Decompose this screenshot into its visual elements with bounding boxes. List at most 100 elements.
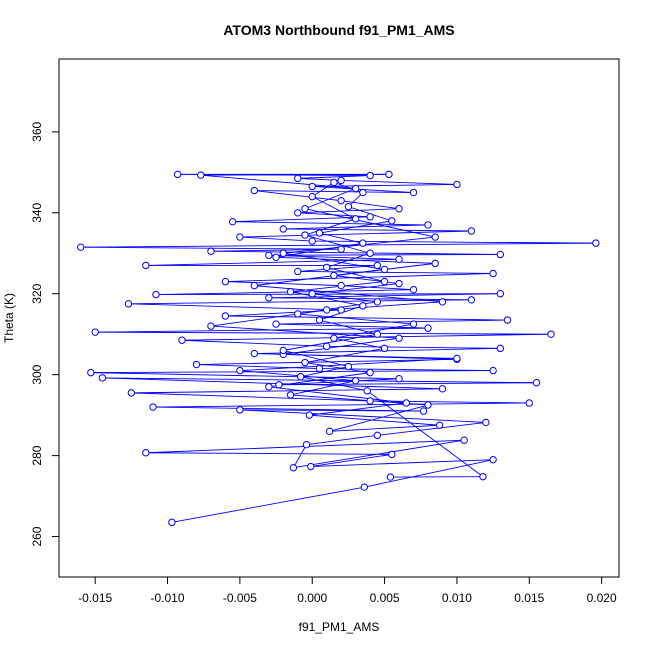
- series-line-segment: [297, 271, 494, 274]
- data-point: [359, 239, 367, 247]
- series-layer: [77, 170, 600, 527]
- data-point: [496, 344, 505, 353]
- data-point: [286, 287, 295, 296]
- series-line-segment: [341, 179, 457, 185]
- data-point: [305, 411, 314, 419]
- data-point: [330, 178, 338, 187]
- data-point: [592, 239, 600, 247]
- series-line-segment: [309, 414, 440, 426]
- series-line-segment: [364, 459, 494, 488]
- data-point: [294, 310, 302, 318]
- x-axis: -0.015 -0.010 -0.005 0.000 0.005 0.010 0.015 0.…: [78, 576, 617, 605]
- y-axis-label: Theta (K): [2, 293, 16, 343]
- data-point: [467, 296, 476, 304]
- data-point: [142, 449, 150, 457]
- data-point: [301, 231, 309, 239]
- series-line-segment: [153, 402, 530, 408]
- data-point: [366, 213, 374, 221]
- series-line-segment: [200, 174, 356, 189]
- data-point: [489, 269, 497, 278]
- series-line-segment: [90, 372, 400, 380]
- data-point: [380, 344, 389, 353]
- series-line-segment: [319, 220, 392, 234]
- data-point: [168, 518, 176, 527]
- series-line-segment: [225, 315, 508, 321]
- series-line-segment: [293, 439, 465, 469]
- x-tick-label: 0.010: [442, 591, 472, 605]
- y-tick-label: 280: [30, 445, 44, 465]
- data-point: [192, 360, 201, 369]
- series-line-segment: [366, 390, 484, 477]
- data-point: [197, 171, 205, 179]
- data-point: [373, 261, 382, 270]
- data-point: [395, 334, 403, 342]
- data-point: [496, 290, 505, 298]
- data-point: [409, 320, 418, 328]
- series-line-segment: [225, 281, 342, 287]
- data-point: [453, 180, 461, 189]
- x-tick-label: 0.020: [587, 591, 617, 605]
- data-point: [294, 267, 302, 276]
- series-line-segment: [278, 382, 537, 386]
- data-point: [330, 334, 338, 342]
- data-point: [250, 186, 259, 195]
- series-line-segment: [283, 333, 378, 351]
- series-line-segment: [196, 358, 457, 365]
- series-line-segment: [341, 285, 414, 291]
- series-line-segment: [283, 337, 400, 355]
- data-point: [315, 229, 324, 237]
- data-point: [236, 233, 244, 241]
- data-point: [395, 279, 403, 288]
- data-point: [337, 306, 345, 314]
- data-point: [286, 391, 295, 399]
- y-tick-label: 340: [30, 202, 44, 222]
- data-point: [525, 399, 533, 407]
- data-point: [366, 249, 374, 257]
- y-tick-label: 300: [30, 364, 44, 384]
- data-point: [221, 312, 230, 320]
- data-point: [228, 217, 237, 226]
- data-point: [409, 188, 418, 197]
- data-point: [431, 259, 439, 268]
- data-point: [294, 174, 302, 183]
- series-line-segment: [304, 188, 356, 210]
- series-line-segment: [268, 386, 407, 404]
- data-point: [279, 225, 287, 233]
- data-point: [366, 171, 374, 180]
- series-line-segment: [131, 392, 371, 402]
- series-line-segment: [225, 273, 494, 283]
- data-point: [424, 401, 432, 409]
- series-line-segment: [210, 250, 501, 255]
- data-point: [77, 243, 85, 251]
- data-point: [547, 330, 555, 338]
- series-line-segment: [304, 234, 371, 254]
- series-line-segment: [297, 313, 414, 325]
- data-point: [366, 397, 374, 405]
- data-point: [265, 294, 273, 302]
- series-line-segment: [181, 333, 551, 341]
- data-point: [373, 431, 382, 440]
- data-point: [366, 368, 374, 377]
- data-point: [373, 298, 382, 306]
- data-point: [323, 263, 331, 272]
- data-point: [308, 290, 316, 298]
- data-point: [178, 336, 186, 344]
- data-point: [363, 387, 371, 395]
- data-point: [351, 377, 360, 385]
- data-point: [315, 364, 324, 373]
- x-tick-label: -0.005: [223, 591, 257, 605]
- series-line-segment: [310, 453, 392, 467]
- data-point: [207, 247, 215, 255]
- series-line-segment: [326, 345, 501, 349]
- series-line-segment: [341, 200, 400, 210]
- data-point: [460, 436, 468, 444]
- series-line-segment: [297, 208, 400, 214]
- data-point: [152, 290, 160, 299]
- data-point: [127, 389, 136, 397]
- data-point: [308, 192, 316, 201]
- data-point: [337, 281, 345, 290]
- x-tick-label: 0.015: [514, 591, 544, 605]
- data-point: [250, 281, 259, 290]
- series-line-segment: [268, 372, 371, 388]
